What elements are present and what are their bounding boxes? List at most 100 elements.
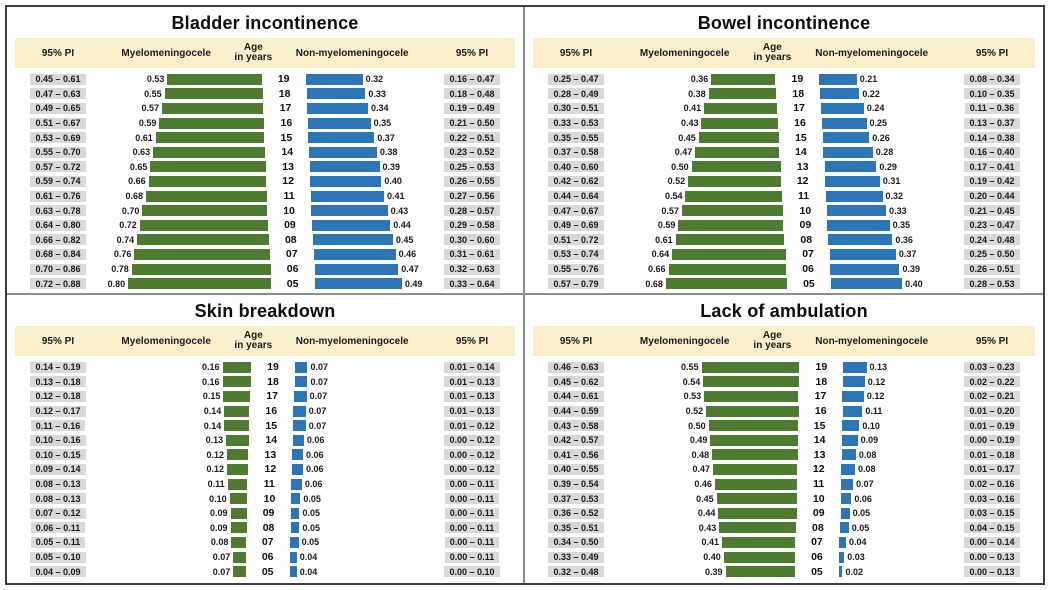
right-pi-value: 0.18 – 0.48: [444, 88, 500, 100]
left-bar-zone: 0.47: [619, 145, 779, 160]
non-myelomeningocele-bar: [843, 376, 865, 388]
right-bar-zone: 0.40: [830, 276, 949, 291]
table-row: 0.61 – 0.76 0.68 11 0.41 0.27 – 0.56: [15, 189, 515, 204]
right-pi-cell: 0.11 – 0.36: [949, 102, 1035, 114]
myelomeningocele-bar: [224, 420, 250, 432]
left-pi-cell: 0.70 – 0.86: [15, 263, 101, 275]
left-pi-cell: 0.49 – 0.65: [15, 102, 101, 114]
column-header: 95% PI Myelomeningocele Age in years Non…: [533, 38, 1035, 68]
right-pi-cell: 0.01 – 0.14: [429, 361, 515, 373]
right-bar-zone: 0.05: [839, 521, 949, 536]
table-row: 0.44 – 0.64 0.54 11 0.32 0.20 – 0.44: [533, 189, 1035, 204]
right-pi-cell: 0.00 – 0.11: [429, 507, 515, 519]
column-header-non-myelomeningocele: Non-myelomeningocele: [815, 47, 929, 59]
left-pi-value: 0.63 – 0.78: [30, 205, 86, 217]
left-value-label: 0.09: [210, 508, 228, 519]
right-bar-zone: 0.37: [308, 130, 429, 145]
age-label: 10: [799, 204, 812, 217]
left-bar-zone: 0.09: [101, 521, 247, 536]
left-bar-zone: 0.40: [619, 550, 795, 565]
left-bar-zone: 0.52: [619, 404, 799, 419]
column-header-pi-left: 95% PI: [559, 47, 593, 59]
table-row: 0.45 – 0.62 0.54 18 0.12 0.02 – 0.22: [533, 375, 1035, 390]
left-pi-cell: 0.08 – 0.13: [15, 478, 101, 490]
left-pi-value: 0.14 – 0.19: [30, 361, 86, 373]
right-value-label: 0.40: [905, 278, 923, 289]
right-bar-zone: 0.32: [305, 72, 429, 87]
left-value-label: 0.41: [683, 103, 702, 114]
left-pi-value: 0.06 – 0.11: [30, 522, 86, 534]
right-pi-value: 0.25 – 0.53: [444, 161, 500, 173]
left-bar-zone: 0.10: [101, 491, 248, 506]
left-pi-value: 0.08 – 0.13: [30, 478, 86, 490]
age-label: 15: [813, 419, 826, 432]
left-pi-value: 0.36 – 0.52: [548, 507, 604, 519]
myelomeningocele-bar: [716, 493, 797, 505]
right-pi-value: 0.23 – 0.52: [444, 146, 500, 158]
non-myelomeningocele-bar: [827, 219, 890, 231]
table-row: 0.51 – 0.67 0.59 16 0.35 0.21 – 0.50: [15, 116, 515, 131]
left-pi-cell: 0.72 – 0.88: [15, 278, 101, 290]
left-bar-zone: 0.80: [101, 276, 271, 291]
right-pi-cell: 0.27 – 0.56: [429, 190, 515, 202]
right-pi-cell: 0.00 – 0.10: [429, 566, 515, 578]
table-row: 0.33 – 0.49 0.40 06 0.03 0.00 – 0.13: [533, 550, 1035, 565]
left-pi-value: 0.40 – 0.55: [548, 463, 604, 475]
right-bar-zone: 0.47: [314, 262, 429, 277]
left-pi-cell: 0.33 – 0.49: [533, 551, 619, 563]
table-row: 0.53 – 0.69 0.61 15 0.37 0.22 – 0.51: [15, 130, 515, 145]
non-myelomeningocele-bar: [306, 88, 366, 100]
left-pi-value: 0.59 – 0.74: [30, 175, 86, 187]
left-pi-cell: 0.45 – 0.61: [15, 73, 101, 85]
age-label: 06: [286, 263, 299, 276]
right-pi-value: 0.24 – 0.48: [964, 234, 1020, 246]
right-value-label: 0.28: [875, 147, 894, 158]
table-row: 0.43 – 0.58 0.50 15 0.10 0.01 – 0.19: [533, 418, 1035, 433]
right-pi-cell: 0.28 – 0.53: [949, 278, 1035, 290]
right-value-label: 0.34: [370, 103, 389, 114]
column-header-myelomeningocele: Myelomeningocele: [121, 47, 211, 59]
left-value-label: 0.14: [203, 406, 222, 417]
table-row: 0.47 – 0.63 0.55 18 0.33 0.18 – 0.48: [15, 87, 515, 102]
myelomeningocele-bar: [701, 117, 779, 129]
left-pi-value: 0.12 – 0.17: [30, 405, 86, 417]
non-myelomeningocele-bar: [840, 463, 855, 475]
right-pi-cell: 0.22 – 0.51: [429, 132, 515, 144]
non-myelomeningocele-bar: [830, 248, 896, 260]
left-bar-zone: 0.68: [619, 276, 787, 291]
right-value-label: 0.44: [393, 220, 411, 231]
right-bar-zone: 0.07: [293, 418, 429, 433]
myelomeningocele-bar: [701, 361, 800, 373]
right-value-label: 0.04: [299, 566, 318, 577]
left-pi-value: 0.04 – 0.09: [30, 566, 86, 578]
myelomeningocele-bar: [146, 190, 268, 202]
left-pi-value: 0.07 – 0.12: [30, 507, 86, 519]
non-myelomeningocele-bar: [820, 88, 860, 100]
non-myelomeningocele-bar: [843, 361, 867, 373]
right-bar-zone: 0.05: [289, 535, 429, 550]
left-value-label: 0.54: [682, 376, 701, 387]
age-label: 18: [792, 87, 805, 100]
column-header-non-myelomeningocele: Non-myelomeningocele: [815, 335, 929, 347]
left-bar-zone: 0.43: [619, 116, 779, 131]
panel-bladder-incontinence: Bladder incontinence 95% PI Myelomeningo…: [7, 7, 525, 295]
left-bar-zone: 0.16: [101, 360, 252, 375]
left-bar-zone: 0.43: [619, 521, 796, 536]
right-pi-cell: 0.29 – 0.58: [429, 219, 515, 231]
myelomeningocele-bar: [233, 551, 246, 563]
myelomeningocele-bar: [162, 102, 264, 114]
right-bar-zone: 0.39: [310, 160, 429, 175]
column-header-pi-left: 95% PI: [41, 335, 75, 347]
left-pi-cell: 0.14 – 0.19: [15, 361, 101, 373]
right-pi-value: 0.01 – 0.19: [964, 420, 1020, 432]
right-pi-cell: 0.21 – 0.45: [949, 205, 1035, 217]
right-bar-zone: 0.12: [842, 389, 949, 404]
left-bar-zone: 0.41: [619, 535, 795, 550]
right-pi-value: 0.01 – 0.13: [444, 390, 500, 402]
right-bar-zone: 0.44: [311, 218, 429, 233]
left-pi-value: 0.42 – 0.62: [548, 175, 604, 187]
right-pi-value: 0.04 – 0.15: [964, 522, 1020, 534]
left-pi-value: 0.55 – 0.76: [548, 263, 604, 275]
right-pi-cell: 0.13 – 0.37: [949, 117, 1035, 129]
myelomeningocele-bar: [719, 522, 796, 534]
